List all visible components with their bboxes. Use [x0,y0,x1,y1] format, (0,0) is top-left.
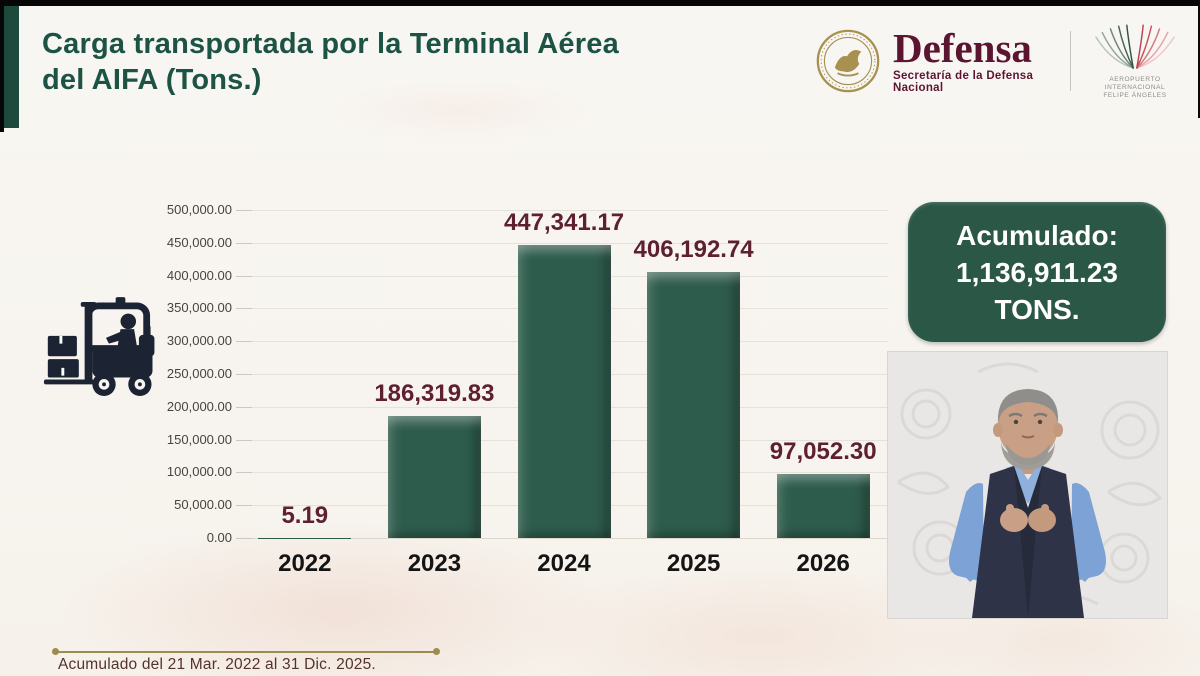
video-edge-left [0,0,4,132]
y-axis-tick-label: 250,000.00 [166,366,232,381]
mexico-gold-seal-icon [816,29,880,93]
video-edge-right [1198,0,1200,118]
x-axis: 2022 2023 2024 2025 2026 [240,550,888,584]
gridline [236,538,888,539]
y-axis-tick-label: 150,000.00 [166,431,232,447]
y-axis-tick-label: 200,000.00 [166,398,232,414]
y-axis-tick-label: 100,000.00 [166,464,232,480]
y-axis-tick-label: 500,000.00 [166,202,232,217]
title-accent-bar [4,6,19,128]
bar-value-label: 406,192.74 [633,235,754,263]
x-axis-label: 2023 [407,550,462,577]
bar-2026 [776,474,870,538]
bar-value-label: 97,052.30 [769,438,877,466]
bar-2024 [517,244,611,538]
brand-divider [1070,31,1071,91]
sign-language-interpreter-video [888,352,1167,618]
x-axis-label: 2026 [796,550,850,577]
x-axis-label: 2025 [666,550,721,577]
gridline [236,242,888,244]
interpreter-figure [888,352,1167,618]
video-edge-top [0,0,1200,6]
header-brand: Defensa Secretaría de la Defensa Naciona… [815,18,1185,104]
bar-value-label: 447,341.17 [503,208,625,236]
y-axis-tick-label: 0.00 [206,530,232,545]
page-title-line1: Carga transportada por la Terminal Aérea [42,28,619,60]
aifa-name-line1: AEROPUERTO INTERNACIONAL [1104,76,1166,91]
bar-2023 [387,415,481,538]
accumulated-total-box: Acumulado: 1,136,911.23 TONS. [908,202,1166,342]
accumulated-units: TONS. [994,293,1080,325]
accumulated-label: Acumulado: [956,219,1118,251]
defensa-subtitle: Secretaría de la Defensa Nacional [893,70,1034,94]
y-axis-tick-label: 450,000.00 [166,234,232,250]
defensa-logo: Defensa Secretaría de la Defensa Naciona… [893,25,1054,95]
bar-2025 [647,271,741,538]
chart-plot: 5.19 186,319.83 447,341.17 406,192.74 97,052… [236,208,888,539]
bar-value-label: 5.19 [281,501,329,529]
y-axis-tick-label: 350,000.00 [166,300,232,316]
aifa-name: AEROPUERTO INTERNACIONAL FELIPE ÁNGELES [1085,76,1185,100]
aifa-logo: AEROPUERTO INTERNACIONAL FELIPE ÁNGELES [1085,22,1185,100]
aifa-wings-icon [1095,24,1175,69]
accumulated-value: 1,136,911.23 [956,256,1118,288]
gridline [236,210,888,211]
y-axis-tick-label: 300,000.00 [166,333,232,349]
x-axis-label: 2022 [278,550,332,577]
footnote-rule [52,648,440,655]
footnote-text: Acumulado del 21 Mar. 2022 al 31 Dic. 20… [58,656,376,673]
defensa-wordmark: Defensa [893,25,1032,71]
x-axis-label: 2024 [537,550,591,577]
aifa-name-line2: FELIPE ÁNGELES [1103,92,1167,99]
y-axis: 500,000.00 450,000.00 400,000.00 350,000.00… [100,202,232,545]
forklift-icon [43,297,155,396]
bar-value-label: 186,319.83 [374,379,495,407]
page-title-line2: del AIFA (Tons.) [42,64,262,96]
y-axis-tick-label: 50,000.00 [174,497,232,513]
y-axis-tick-label: 400,000.00 [166,267,232,283]
page-title: Carga transportada por la Terminal Aérea… [42,26,722,98]
